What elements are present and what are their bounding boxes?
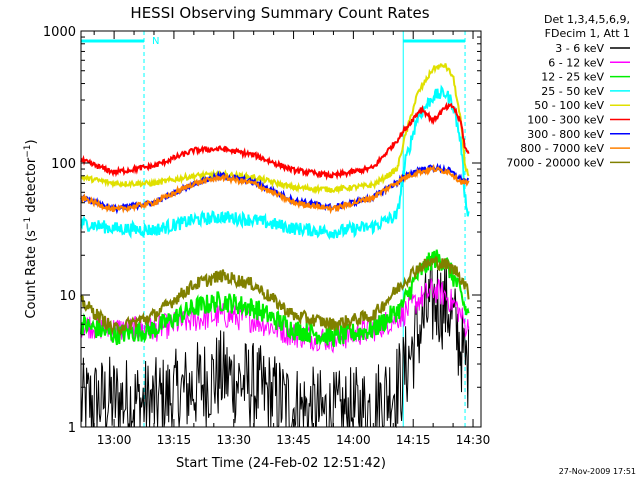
legend-entry-label: 50 - 100 keV (534, 99, 604, 112)
legend-entry-label: 3 - 6 keV (555, 42, 604, 55)
series-line-1 (80, 261, 470, 428)
series-line-4 (80, 84, 470, 241)
chart-title: HESSI Observing Summary Count Rates (130, 4, 429, 22)
x-tick-label: 14:15 (396, 433, 431, 447)
legend: Det 1,3,4,5,6,9, FDecim 1, Att 1 3 - 6 k… (506, 13, 630, 169)
series-line-8 (80, 163, 470, 215)
series-line-9 (80, 255, 470, 336)
legend-entry-label: 6 - 12 keV (548, 56, 604, 69)
y-tick-label: 1 (68, 421, 76, 436)
legend-entry-label: 7000 - 20000 keV (506, 156, 604, 169)
night-marker-label: N (152, 36, 159, 47)
x-tick-label: 14:00 (336, 433, 371, 447)
legend-entry-label: 800 - 7000 keV (520, 142, 604, 155)
plot-frame (80, 30, 482, 428)
x-tick-label: 13:45 (276, 433, 311, 447)
y-tick-label: 1000 (43, 25, 76, 40)
y-tick-label: 100 (51, 157, 76, 172)
y-tick-label: 10 (59, 289, 76, 304)
legend-entry-label: 12 - 25 keV (541, 71, 604, 84)
legend-entry-label: 100 - 300 keV (527, 114, 604, 127)
series-line-5 (80, 63, 470, 195)
x-tick-label: 13:00 (97, 433, 132, 447)
series-line-3 (80, 249, 470, 348)
legend-entry-label: 300 - 800 keV (527, 128, 604, 141)
legend-entry-label: 25 - 50 keV (541, 85, 604, 98)
axis-ticks: 13:00 13:15 13:30 13:45 14:00 14:15 14:30 1 10 10… (43, 25, 490, 447)
legend-header-line-1: Det 1,3,4,5,6,9, (544, 13, 630, 26)
x-tick-label: 14:30 (456, 433, 491, 447)
legend-header-line-2: FDecim 1, Att 1 (545, 27, 630, 40)
y-axis-label: Count Rate (s−1 detector−1) (23, 139, 39, 318)
x-tick-label: 13:15 (157, 433, 192, 447)
footer-date: 27-Nov-2009 17:51 (559, 467, 636, 476)
x-axis-label: Start Time (24-Feb-02 12:51:42) (176, 456, 386, 471)
x-tick-label: 13:30 (216, 433, 251, 447)
series-line-6 (80, 101, 470, 181)
plot-area: N (80, 31, 470, 428)
